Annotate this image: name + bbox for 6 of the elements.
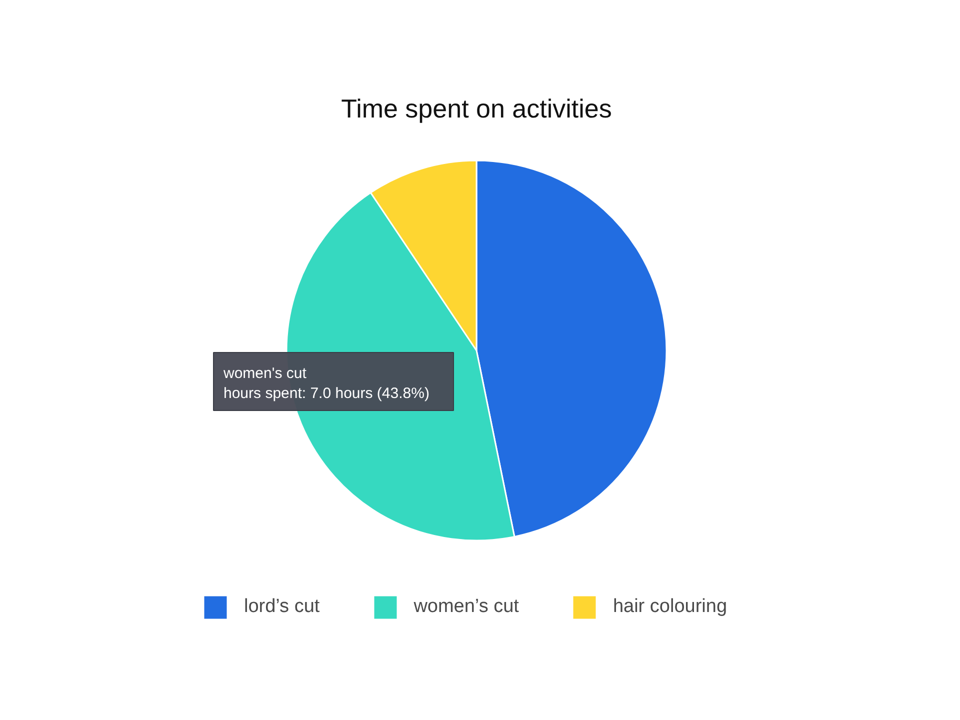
- text: women's cut: [222, 365, 308, 382]
- legend-label: women’s cut: [414, 596, 519, 618]
- text: hours spent: 7.0 hours (43.8%): [224, 385, 430, 402]
- chart-title: Time spent on activities: [341, 94, 612, 124]
- legend-label: lord’s cut: [244, 596, 320, 618]
- legend-label: hair colouring: [612, 596, 728, 618]
